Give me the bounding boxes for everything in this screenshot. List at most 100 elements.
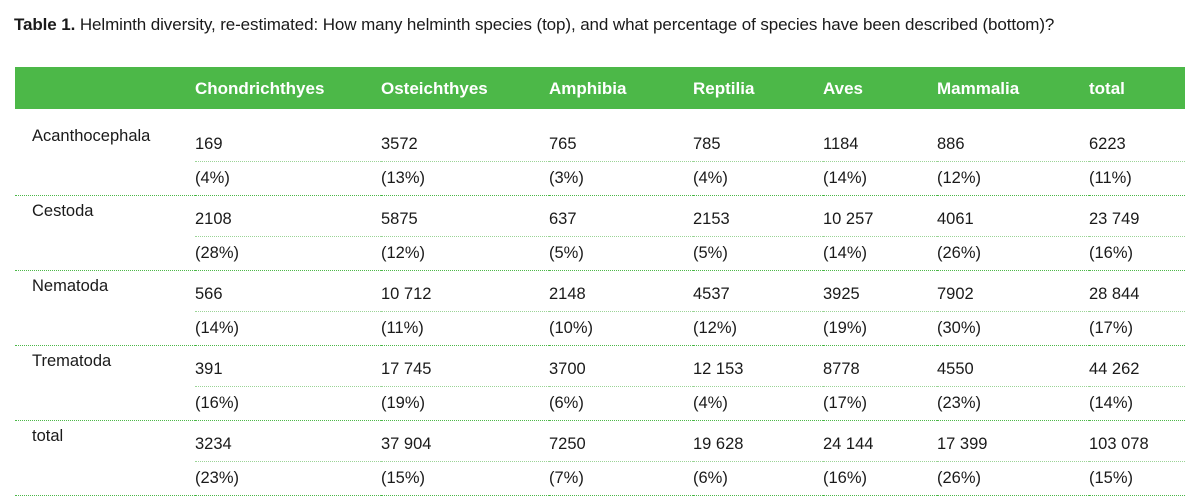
header-cell-osteichthyes: Osteichthyes [381,79,488,98]
table-row-counts: Cestoda 2108 5875 637 2153 10 257 4061 2… [15,195,1185,237]
percent-cell: (5%) [693,236,823,271]
row-label: Acanthocephala [32,127,151,145]
percent-cell: (26%) [937,236,1089,271]
count-cell: 37 904 [381,420,549,462]
count-cell: 3700 [549,345,693,387]
percent-cell: (26%) [937,461,1089,496]
count-cell: 28 844 [1089,270,1185,312]
count-cell: 3234 [195,420,381,462]
count-cell: 2108 [195,195,381,237]
row-label-spacer [15,311,195,346]
percent-cell: (17%) [823,386,937,421]
row-label: Nematoda [32,277,109,295]
header-cell-blank [15,67,195,109]
count-cell: 4550 [937,345,1089,387]
percent-cell: (12%) [381,236,549,271]
percent-cell: (23%) [195,461,381,496]
count-cell: 2148 [549,270,693,312]
percent-cell: (7%) [549,461,693,496]
count-cell: 12 153 [693,345,823,387]
percent-cell: (30%) [937,311,1089,346]
count-cell: 566 [195,270,381,312]
percent-cell: (4%) [693,161,823,196]
count-cell: 44 262 [1089,345,1185,387]
header-cell-chondrichthyes: Chondrichthyes [195,79,325,98]
row-label-spacer [15,386,195,421]
count-cell: 10 257 [823,195,937,237]
count-cell: 10 712 [381,270,549,312]
percent-cell: (13%) [381,161,549,196]
count-cell: 19 628 [693,420,823,462]
percent-cell: (16%) [1089,236,1185,271]
header-cell-mammalia: Mammalia [937,79,1020,98]
caption-text: Helminth diversity, re-estimated: How ma… [79,15,1055,34]
percent-cell: (4%) [693,386,823,421]
count-cell: 24 144 [823,420,937,462]
table-row-counts: Trematoda 391 17 745 3700 12 153 8778 45… [15,345,1185,387]
percent-cell: (15%) [1089,461,1185,496]
percent-cell: (12%) [693,311,823,346]
row-label: total [32,427,64,445]
percent-cell: (6%) [549,386,693,421]
percent-cell: (14%) [823,161,937,196]
count-cell: 5875 [381,195,549,237]
percent-cell: (11%) [1089,161,1185,196]
header-row: Chondrichthyes Osteichthyes Amphibia Rep… [15,67,1185,109]
percent-cell: (12%) [937,161,1089,196]
percent-cell: (16%) [823,461,937,496]
header-cell-total: total [1089,79,1125,98]
row-label-spacer [15,236,195,271]
table-row-counts: Acanthocephala 169 3572 765 785 1184 886… [15,109,1185,162]
count-cell: 103 078 [1089,420,1185,462]
percent-cell: (14%) [823,236,937,271]
row-label: Cestoda [32,202,94,220]
count-cell: 7902 [937,270,1089,312]
table-row-percents: (28%) (12%) (5%) (5%) (14%) (26%) (16%) [15,236,1185,271]
percent-cell: (10%) [549,311,693,346]
percent-cell: (3%) [549,161,693,196]
percent-cell: (11%) [381,311,549,346]
percent-cell: (14%) [195,311,381,346]
count-cell: 4061 [937,195,1089,237]
row-label-spacer [15,461,195,496]
row-label: Trematoda [32,352,112,370]
count-cell: 886 [937,109,1089,162]
count-cell: 23 749 [1089,195,1185,237]
count-cell: 3572 [381,109,549,162]
count-cell: 2153 [693,195,823,237]
caption-label: Table 1. [14,15,76,34]
table-container: Chondrichthyes Osteichthyes Amphibia Rep… [15,67,1185,496]
count-cell: 4537 [693,270,823,312]
count-cell: 765 [549,109,693,162]
table-row-percents: (23%) (15%) (7%) (6%) (16%) (26%) (15%) [15,461,1185,496]
header-cell-amphibia: Amphibia [549,79,627,98]
count-cell: 17 745 [381,345,549,387]
percent-cell: (17%) [1089,311,1185,346]
count-cell: 6223 [1089,109,1185,162]
count-cell: 8778 [823,345,937,387]
row-label-spacer [15,161,195,196]
percent-cell: (4%) [195,161,381,196]
percent-cell: (14%) [1089,386,1185,421]
count-cell: 785 [693,109,823,162]
count-cell: 7250 [549,420,693,462]
count-cell: 1184 [823,109,937,162]
table-row-counts: total 3234 37 904 7250 19 628 24 144 17 … [15,420,1185,462]
table-row-percents: (4%) (13%) (3%) (4%) (14%) (12%) (11%) [15,161,1185,196]
percent-cell: (16%) [195,386,381,421]
table-row-counts: Nematoda 566 10 712 2148 4537 3925 7902 … [15,270,1185,312]
percent-cell: (6%) [693,461,823,496]
percent-cell: (23%) [937,386,1089,421]
table-caption: Table 1. Helminth diversity, re-estimate… [14,15,1054,35]
count-cell: 17 399 [937,420,1089,462]
table-row-percents: (14%) (11%) (10%) (12%) (19%) (30%) (17%… [15,311,1185,346]
table-row-percents: (16%) (19%) (6%) (4%) (17%) (23%) (14%) [15,386,1185,421]
header-cell-reptilia: Reptilia [693,79,755,98]
count-cell: 637 [549,195,693,237]
count-cell: 391 [195,345,381,387]
percent-cell: (19%) [381,386,549,421]
header-cell-aves: Aves [823,79,864,98]
helminth-diversity-table: Chondrichthyes Osteichthyes Amphibia Rep… [15,67,1185,496]
count-cell: 3925 [823,270,937,312]
percent-cell: (19%) [823,311,937,346]
